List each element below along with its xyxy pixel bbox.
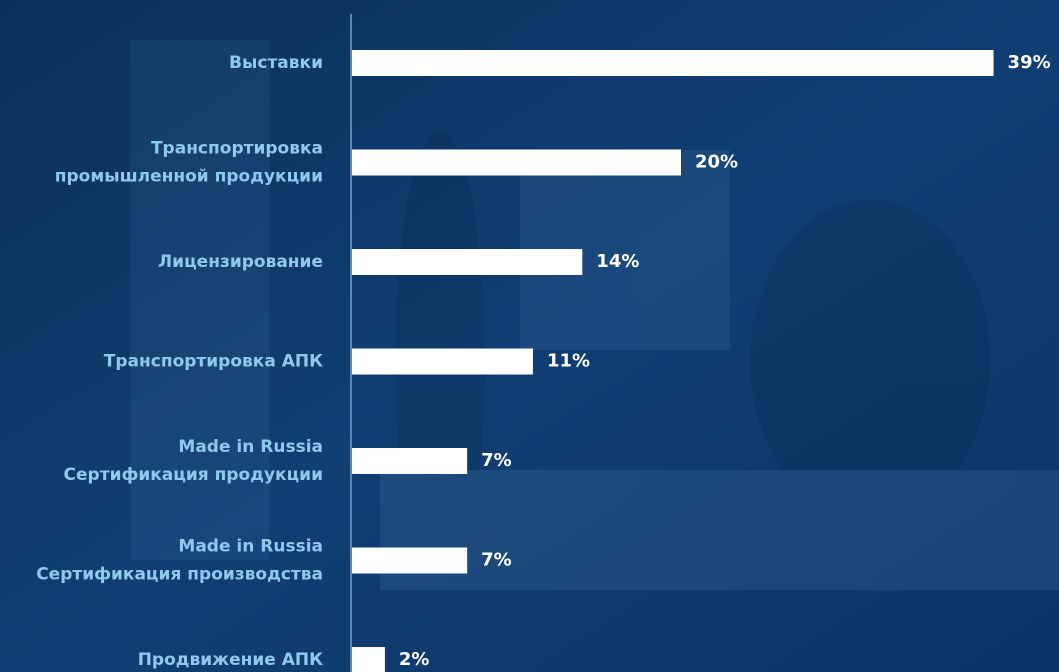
bar bbox=[352, 348, 533, 375]
bar bbox=[352, 547, 468, 574]
bar bbox=[352, 149, 681, 176]
value-label: 7% bbox=[481, 550, 512, 571]
category-label: Транспортировка АПК bbox=[104, 352, 323, 372]
category-label: Выставки bbox=[229, 53, 323, 73]
value-label: 39% bbox=[1008, 52, 1051, 73]
category-label: промышленной продукции bbox=[55, 167, 323, 187]
value-label: 7% bbox=[481, 450, 512, 471]
bar bbox=[352, 647, 385, 672]
value-label: 14% bbox=[596, 251, 639, 272]
category-label: Сертификация продукции bbox=[64, 465, 323, 485]
category-label: Made in Russia bbox=[178, 437, 323, 457]
bar bbox=[352, 448, 468, 474]
bar bbox=[352, 50, 994, 76]
value-label: 11% bbox=[547, 351, 590, 372]
category-label: Транспортировка bbox=[151, 139, 323, 159]
value-label: 20% bbox=[695, 152, 738, 173]
category-label: Сертификация производства bbox=[36, 565, 323, 585]
category-label: Made in Russia bbox=[178, 537, 323, 557]
background-photo bbox=[130, 40, 1059, 590]
value-label: 2% bbox=[399, 649, 430, 670]
category-label: Лицензирование bbox=[158, 252, 323, 272]
bar bbox=[352, 249, 583, 275]
category-label: Продвижение АПК bbox=[138, 650, 323, 670]
